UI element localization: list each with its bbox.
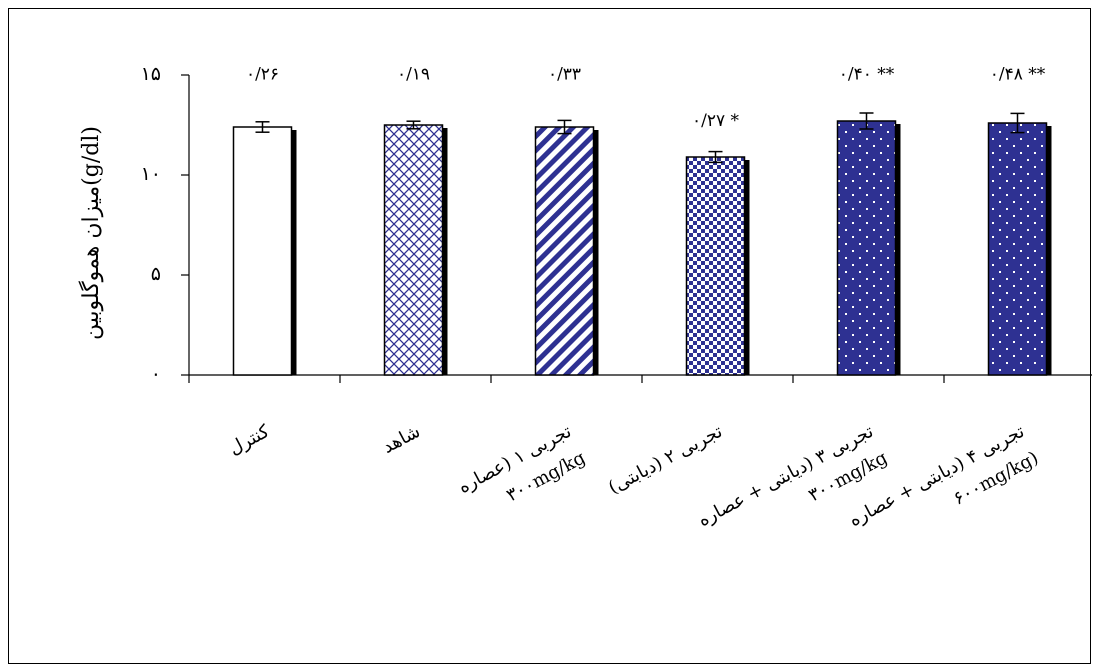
bar	[836, 120, 897, 376]
category-label: کنترل	[226, 421, 274, 460]
category-label: تجربی ۲ (دیابتی)	[605, 421, 726, 499]
bar	[383, 124, 444, 376]
category-label-line1: شاهد	[379, 421, 424, 458]
bar	[987, 122, 1048, 376]
category-label-line1: تجربی ۲ (دیابتی)	[605, 421, 726, 499]
chart-frame: ۰ ۵ ۱۰ ۱۵ ۰/۲۶ کنترل ۰/۱۹ شاهد ۰/۳۳ تجربی ۱ (عصا…	[8, 8, 1092, 664]
error-value-label: ۰/۴۰ **	[839, 65, 895, 85]
category-label-line1: کنترل	[226, 421, 274, 460]
error-value-label: ۰/۲۶	[246, 65, 279, 85]
bar	[534, 126, 595, 376]
error-value-label: ۰/۱۹	[397, 65, 430, 85]
error-value-label: ۰/۲۷ *	[692, 111, 740, 131]
y-tick-label: ۰	[151, 363, 161, 385]
bars	[232, 112, 1052, 376]
y-tick-label: ۱۰	[141, 163, 161, 185]
axes: ۰ ۵ ۱۰ ۱۵	[141, 63, 1092, 385]
category-label: شاهد	[379, 421, 424, 458]
bar	[232, 126, 293, 376]
labels: ۰/۲۶ کنترل ۰/۱۹ شاهد ۰/۳۳ تجربی ۱ (عصاره۳۰۰mg…	[226, 65, 1046, 532]
y-tick-label: ۱۵	[141, 63, 161, 85]
error-value-label: ۰/۳۳	[548, 65, 581, 85]
bar-chart: ۰ ۵ ۱۰ ۱۵ ۰/۲۶ کنترل ۰/۱۹ شاهد ۰/۳۳ تجربی ۱ (عصا…	[78, 63, 1092, 532]
error-value-label: ۰/۴۸ **	[990, 65, 1046, 85]
bar	[685, 156, 746, 376]
y-axis-label: میزان هموگلوبین(g/dl)	[78, 126, 104, 340]
y-tick-label: ۵	[151, 263, 161, 285]
